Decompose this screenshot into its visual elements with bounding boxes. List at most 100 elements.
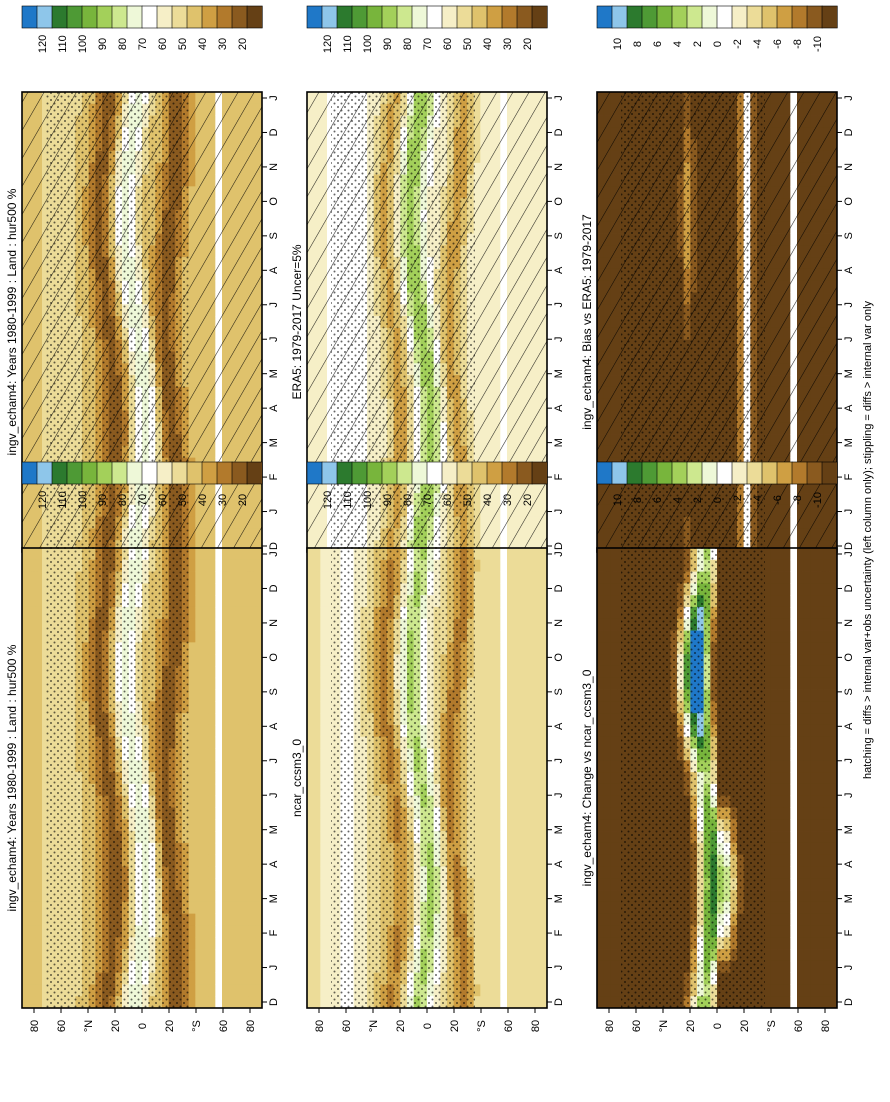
heatmap-cell bbox=[255, 913, 263, 926]
heatmap-cell bbox=[320, 937, 328, 950]
heatmap-cell bbox=[248, 807, 256, 820]
heatmap-cell bbox=[215, 960, 223, 974]
colorbar-swatch bbox=[216, 5, 233, 29]
lat-tick-label: 20 bbox=[164, 1020, 176, 1032]
heatmap-cell bbox=[222, 783, 230, 797]
heatmap-cell bbox=[28, 654, 36, 667]
month-tick-label: D bbox=[268, 128, 280, 136]
heatmap-cell bbox=[228, 724, 236, 738]
heatmap-cell bbox=[195, 772, 203, 785]
heatmap-cell bbox=[248, 654, 256, 667]
heatmap-cell bbox=[242, 606, 250, 620]
heatmap-cell bbox=[222, 819, 230, 832]
heatmap-cell bbox=[327, 960, 335, 974]
heatmap-cell bbox=[327, 571, 335, 584]
heatmap-cell bbox=[327, 618, 335, 631]
heatmap-cell bbox=[208, 878, 216, 891]
heatmap-cell bbox=[28, 760, 36, 773]
heatmap-cell bbox=[307, 937, 315, 950]
colorbar-label: 110 bbox=[57, 35, 69, 53]
heatmap-cell bbox=[28, 901, 36, 915]
heatmap-cell bbox=[202, 807, 210, 820]
heatmap-cell bbox=[35, 748, 43, 761]
colorbar-label: 50 bbox=[462, 38, 474, 50]
month-tick-label: S bbox=[268, 688, 280, 695]
month-tick-label: D bbox=[268, 584, 280, 592]
colorbar-swatch bbox=[96, 461, 113, 485]
heatmap-cell bbox=[202, 665, 210, 679]
colorbar-label: 100 bbox=[77, 491, 89, 509]
heatmap-cell bbox=[215, 949, 223, 962]
heatmap-cell bbox=[255, 736, 263, 749]
heatmap-cell bbox=[208, 795, 216, 808]
heatmap-cell bbox=[222, 960, 230, 974]
panel-model-right: 80 60 °N 20 0 20 °S 60 80DJFMAMJJASONDJingv_echa… bbox=[5, 461, 280, 1032]
heatmap-cell bbox=[228, 949, 236, 962]
heatmap-cell bbox=[320, 795, 328, 808]
heatmap-cell bbox=[22, 677, 30, 690]
month-tick-label: D bbox=[553, 128, 565, 136]
heatmap-cell bbox=[255, 795, 263, 808]
heatmap-cell bbox=[208, 618, 216, 631]
heatmap-cell bbox=[307, 795, 315, 808]
heatmap-cell bbox=[42, 748, 50, 761]
month-tick-label: F bbox=[268, 929, 280, 936]
heatmap-cell bbox=[242, 901, 250, 915]
heatmap-cell bbox=[320, 819, 328, 832]
heatmap-cell bbox=[327, 866, 335, 879]
heatmap-cell bbox=[188, 559, 196, 572]
heatmap-cell bbox=[202, 642, 210, 655]
heatmap-cell bbox=[215, 795, 223, 808]
heatmap-cell bbox=[35, 677, 43, 690]
heatmap-cell bbox=[307, 689, 315, 702]
heatmap-cell bbox=[195, 713, 203, 726]
heatmap-cell bbox=[248, 606, 256, 620]
heatmap-cell bbox=[307, 878, 315, 891]
heatmap-cell bbox=[228, 736, 236, 749]
heatmap-cell bbox=[320, 925, 328, 938]
heatmap-cell bbox=[307, 972, 315, 985]
heatmap-cell bbox=[188, 595, 196, 608]
colorbar-label: 50 bbox=[177, 494, 189, 506]
colorbar-swatch bbox=[486, 5, 503, 29]
heatmap-cell bbox=[28, 665, 36, 679]
heatmap-cell bbox=[208, 724, 216, 738]
heatmap-cell bbox=[242, 701, 250, 714]
heatmap-cell bbox=[222, 630, 230, 643]
heatmap-cell bbox=[215, 972, 223, 985]
heatmap-cell bbox=[208, 654, 216, 667]
colorbar-swatch bbox=[306, 5, 323, 29]
heatmap-cell bbox=[22, 819, 30, 832]
heatmap-cell bbox=[195, 842, 203, 856]
heatmap-cell bbox=[235, 701, 243, 714]
heatmap-cell bbox=[235, 571, 243, 584]
heatmap-cell bbox=[307, 949, 315, 962]
heatmap-cell bbox=[202, 854, 210, 867]
colorbar-label: 120 bbox=[322, 35, 334, 53]
heatmap-cell bbox=[42, 866, 50, 879]
colorbar-swatch bbox=[171, 5, 188, 29]
heatmap-cell bbox=[35, 996, 43, 1009]
month-tick-label: J bbox=[268, 302, 280, 308]
heatmap-cell bbox=[242, 949, 250, 962]
heatmap-cell bbox=[242, 630, 250, 643]
heatmap-cell bbox=[228, 960, 236, 974]
heatmap-cell bbox=[188, 665, 196, 679]
heatmap-cell bbox=[313, 571, 321, 584]
heatmap-cell bbox=[22, 984, 30, 997]
heatmap-cell bbox=[215, 548, 223, 561]
heatmap-cell bbox=[202, 866, 210, 879]
heatmap-cell bbox=[255, 807, 263, 820]
colorbar-label: 100 bbox=[77, 35, 89, 53]
heatmap-cell bbox=[255, 583, 263, 596]
month-tick-label: O bbox=[268, 197, 280, 206]
heatmap-cell bbox=[242, 972, 250, 985]
heatmap-cell bbox=[22, 878, 30, 891]
heatmap-cell bbox=[222, 772, 230, 785]
colorbar-swatch bbox=[81, 5, 98, 29]
heatmap-cell bbox=[248, 866, 256, 879]
heatmap-cell bbox=[215, 701, 223, 714]
heatmap-cell bbox=[35, 972, 43, 985]
month-tick-label: J bbox=[268, 95, 280, 101]
heatmap-cell bbox=[202, 630, 210, 643]
